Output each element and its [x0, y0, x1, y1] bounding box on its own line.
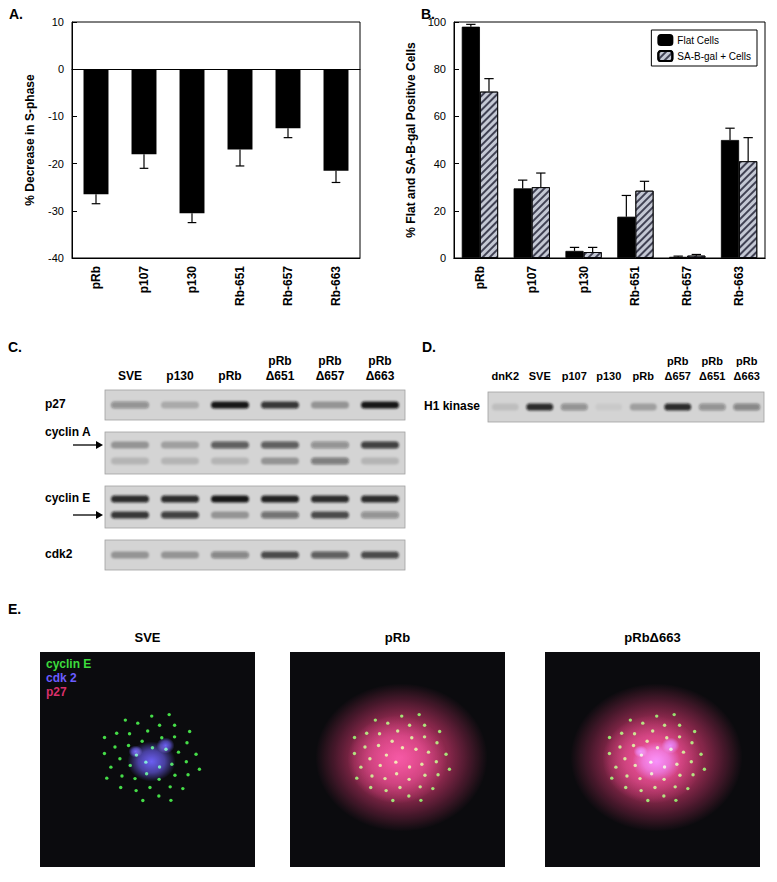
- svg-text:E.: E.: [8, 601, 21, 617]
- svg-text:-20: -20: [48, 158, 64, 170]
- svg-text:H1 kinase: H1 kinase: [424, 399, 480, 413]
- svg-text:Rb-663: Rb-663: [732, 266, 746, 306]
- svg-text:pRb: pRb: [368, 354, 391, 368]
- svg-text:-10: -10: [48, 110, 64, 122]
- svg-text:cdk2: cdk2: [45, 547, 73, 561]
- svg-text:0: 0: [440, 252, 446, 264]
- svg-text:Flat Cells: Flat Cells: [677, 35, 719, 46]
- svg-text:pRb: pRb: [89, 266, 103, 289]
- svg-text:C.: C.: [8, 339, 22, 355]
- svg-text:Rb-657: Rb-657: [680, 266, 694, 306]
- svg-text:p130: p130: [166, 369, 194, 383]
- svg-text:p130: p130: [577, 266, 591, 294]
- svg-text:20: 20: [434, 205, 446, 217]
- svg-text:p27: p27: [46, 685, 67, 699]
- svg-text:SVE: SVE: [118, 369, 142, 383]
- svg-text:80: 80: [434, 63, 446, 75]
- svg-text:SA-B-gal + Cells: SA-B-gal + Cells: [677, 51, 751, 62]
- svg-text:B.: B.: [421, 6, 435, 22]
- svg-text:p107: p107: [525, 266, 539, 294]
- svg-text:pRb: pRb: [736, 355, 758, 367]
- svg-text:cyclin A: cyclin A: [45, 425, 91, 439]
- svg-text:Δ657: Δ657: [316, 369, 345, 383]
- svg-text:pRb: pRb: [268, 354, 291, 368]
- svg-text:Rb-663: Rb-663: [329, 266, 343, 306]
- svg-text:Rb-657: Rb-657: [281, 266, 295, 306]
- svg-text:p130: p130: [185, 266, 199, 294]
- svg-text:pRb: pRb: [473, 266, 487, 289]
- svg-text:Δ663: Δ663: [366, 369, 395, 383]
- svg-text:p27: p27: [45, 397, 66, 411]
- svg-text:% Decrease in S-phase: % Decrease in S-phase: [23, 74, 37, 206]
- svg-text:pRb: pRb: [667, 355, 689, 367]
- svg-text:pRb: pRb: [385, 630, 410, 645]
- svg-text:% Flat and SA-B-gal Positive C: % Flat and SA-B-gal Positive Cells: [404, 42, 418, 238]
- svg-text:100: 100: [427, 16, 446, 28]
- svg-text:Δ657: Δ657: [665, 370, 691, 382]
- svg-text:A.: A.: [9, 6, 23, 22]
- svg-text:40: 40: [434, 158, 446, 170]
- svg-text:p130: p130: [596, 370, 621, 382]
- svg-text:cyclin E: cyclin E: [46, 657, 91, 671]
- svg-text:p107: p107: [562, 370, 587, 382]
- svg-text:Rb-651: Rb-651: [233, 266, 247, 306]
- svg-text:Δ651: Δ651: [266, 369, 295, 383]
- svg-text:pRb: pRb: [633, 370, 655, 382]
- svg-text:pRb: pRb: [702, 355, 724, 367]
- svg-text:Δ663: Δ663: [734, 370, 760, 382]
- svg-text:10: 10: [52, 16, 64, 28]
- svg-text:p107: p107: [137, 266, 151, 294]
- svg-text:D.: D.: [422, 339, 436, 355]
- svg-text:SVE: SVE: [529, 370, 551, 382]
- svg-text:Rb-651: Rb-651: [628, 266, 642, 306]
- svg-text:pRb: pRb: [218, 369, 241, 383]
- svg-text:0: 0: [58, 63, 64, 75]
- svg-text:pRbΔ663: pRbΔ663: [624, 630, 680, 645]
- svg-text:60: 60: [434, 110, 446, 122]
- svg-text:SVE: SVE: [134, 630, 160, 645]
- svg-text:Δ651: Δ651: [699, 370, 725, 382]
- svg-text:-30: -30: [48, 205, 64, 217]
- svg-text:dnK2: dnK2: [492, 370, 520, 382]
- svg-text:-40: -40: [48, 252, 64, 264]
- svg-text:pRb: pRb: [318, 354, 341, 368]
- svg-text:cdk 2: cdk 2: [46, 671, 77, 685]
- svg-text:cyclin E: cyclin E: [45, 491, 90, 505]
